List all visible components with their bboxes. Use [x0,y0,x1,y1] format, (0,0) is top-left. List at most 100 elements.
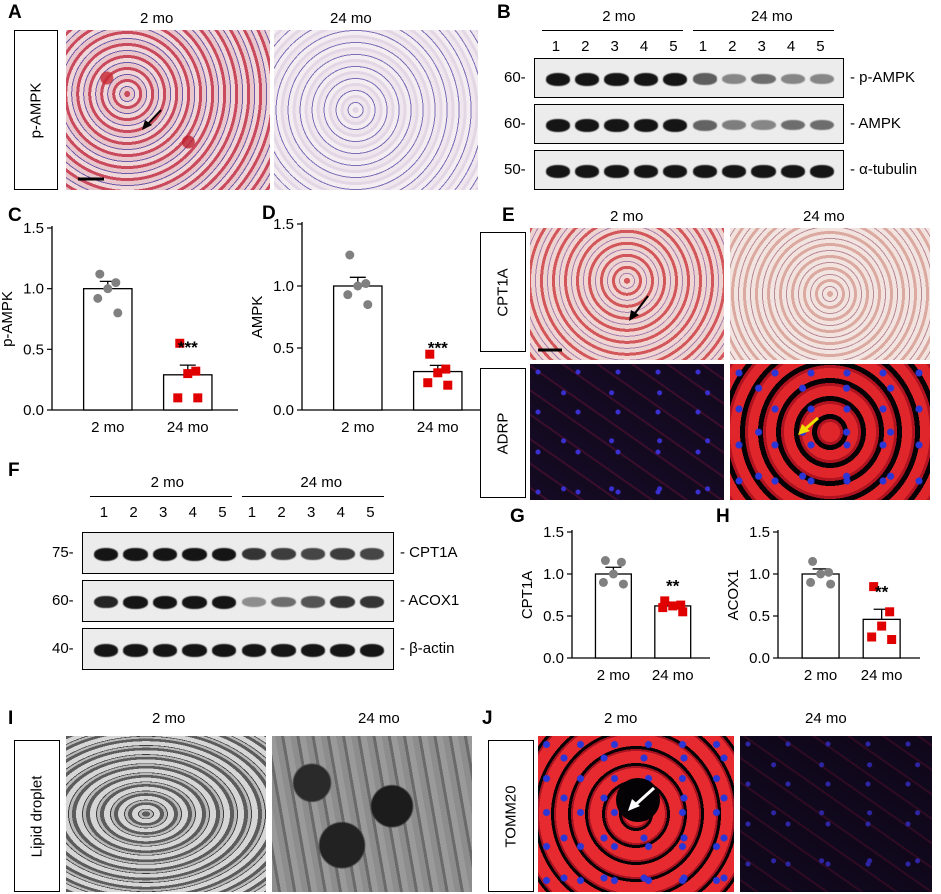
significance-label: ** [666,576,680,595]
f-mw-label: 75- [52,544,74,561]
i-em-2mo [66,736,266,892]
data-point [183,369,193,379]
b-row-name: - p-AMPK [850,69,916,86]
b-band [604,72,629,86]
b-lane-number: 2 [728,38,737,55]
data-point [887,635,897,645]
b-band [663,118,688,132]
panel-label-g: G [510,506,525,527]
y-tick-label: 0.0 [749,650,770,667]
data-point [808,556,818,566]
panel-label-f: F [8,460,20,481]
b-row-name: - AMPK [850,115,901,132]
data-point [441,364,451,374]
y-tick-label: 0.0 [23,402,44,419]
f-lane-number: 2 [277,504,286,521]
data-point [616,557,626,567]
b-blot-row [534,104,844,144]
y-tick-label: 1.5 [543,524,564,541]
data-point [867,632,877,642]
e-row2-label: ADRP [494,412,512,454]
b-band [751,119,776,131]
b-lane-number: 5 [816,38,825,55]
b-band [810,119,835,131]
y-tick-label: 1.5 [749,524,770,541]
f-band [93,643,118,657]
bar [82,288,133,411]
data-point [191,366,201,376]
e-adrp-24mo [730,364,930,500]
data-point [361,279,371,289]
y-tick-label: 1.0 [543,566,564,583]
data-point [111,278,121,288]
x-tick-label: 2 mo [804,667,837,684]
b-lane-number: 4 [639,38,649,55]
x-tick-label: 2 mo [597,667,630,684]
panel-label-j: J [482,708,493,729]
f-band [360,595,385,609]
data-point [175,338,185,348]
data-point [676,600,686,610]
data-point [660,596,670,606]
x-tick-label: 24 mo [417,419,459,436]
y-tick-label: 0.5 [273,340,294,357]
f-group-24mo: 24 mo [300,474,343,491]
j-row-label-box: TOMM20 [488,740,534,892]
panel-label-d: D [262,203,276,224]
data-point [600,556,610,566]
b-band [633,72,658,86]
data-point [658,603,668,613]
f-row-name: - CPT1A [400,544,458,561]
f-group-line-24mo [242,496,384,497]
f-band [123,643,148,657]
panel-label-h: H [716,506,730,527]
b-band [780,164,805,178]
data-point [103,284,113,294]
f-band [182,643,207,657]
b-band [780,73,805,85]
b-lane-number: 3 [610,38,619,55]
data-point [173,393,183,403]
i-em-24mo [272,736,472,892]
data-point [353,281,363,291]
b-band [722,119,747,131]
f-band [241,597,266,607]
f-band [93,547,118,561]
f-band [271,643,296,657]
b-band [751,73,776,85]
data-point [93,293,103,303]
b-band [575,72,600,86]
b-mw-label: 50- [504,161,526,178]
y-tick-label: 1.0 [749,566,770,583]
y-tick-label: 1.5 [273,216,294,233]
b-group-line-2mo [542,30,683,31]
f-band [152,643,178,657]
i-row-label-box: Lipid droplet [14,740,60,892]
b-band [663,164,688,178]
b-lane-number: 5 [669,38,678,55]
f-band [330,548,355,560]
f-band [93,595,118,609]
f-band [241,643,266,657]
b-band [692,73,717,85]
f-band [271,596,296,608]
y-axis-label: ACOX1 [725,570,742,621]
b-band [575,118,600,132]
b-band [692,164,717,178]
significance-label: ** [875,582,889,601]
x-tick-label: 24 mo [861,667,903,684]
significance-label: *** [428,338,448,357]
b-band [692,119,717,131]
b-band [633,164,658,178]
arrow-icon [616,778,660,822]
e-cpt1a-24mo [730,228,930,360]
data-point [816,569,826,579]
a-micrograph-24mo [274,30,478,190]
data-point [608,569,618,579]
f-lane-number: 3 [159,504,168,521]
data-point [668,601,678,611]
data-point [885,607,895,617]
y-tick-label: 1.5 [23,220,44,237]
f-mw-label: 60- [52,592,74,609]
e-adrp-2mo [530,364,724,500]
